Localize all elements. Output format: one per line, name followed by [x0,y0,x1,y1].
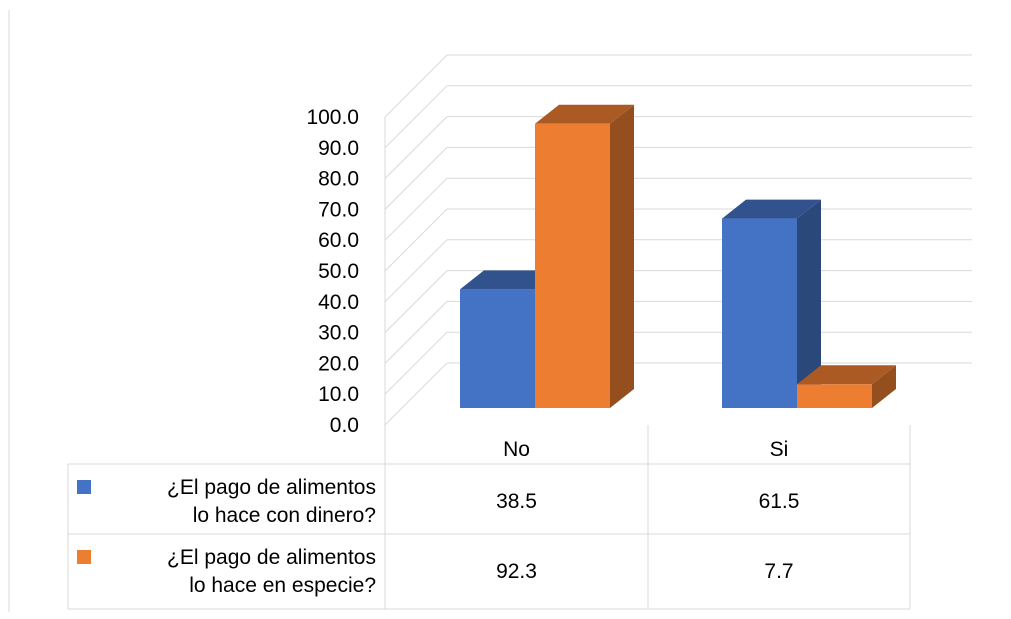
y-tick-label: 100.0 [306,106,359,129]
table-cell-value: 61.5 [759,490,800,513]
y-tick-label: 60.0 [318,229,359,252]
y-tick-label: 30.0 [318,322,359,345]
gridline-depth [384,301,448,364]
table-cell-value: 38.5 [496,490,537,513]
table-cell-value: 7.7 [764,560,793,583]
gridline-depth [384,208,448,272]
y-tick-label: 20.0 [318,352,359,375]
y-tick-label: 80.0 [318,168,359,191]
bars [460,104,896,408]
legend-label: lo hace en especie? [189,574,376,597]
gridline-depth [384,177,448,241]
table-cell-value: 92.3 [496,560,537,583]
bar [535,104,634,408]
gridline-depth [384,147,448,210]
gridlines [384,54,972,426]
gridline-depth [384,54,448,118]
y-tick-label: 10.0 [318,383,359,406]
y-tick-label: 50.0 [318,260,359,283]
category-label: No [503,438,530,461]
y-tick-label: 0.0 [330,414,359,437]
category-label: Si [770,438,789,461]
legend-label: lo hace con dinero? [193,504,376,527]
gridline-depth [384,270,448,333]
bar [722,199,821,408]
legend-label: ¿El pago de alimentos [167,476,376,499]
y-tick-label: 90.0 [318,137,359,160]
gridline-depth [384,116,448,179]
gridline-depth [384,239,448,303]
gridline-depth [384,362,448,426]
bar [797,365,896,408]
y-tick-label: 70.0 [318,198,359,221]
y-axis-ticks: 0.0 10.0 20.0 30.0 40.0 50.0 60.0 70.0 80.0 90.0 1… [306,106,359,437]
legend-swatch [77,480,91,494]
legend-swatch [77,550,91,564]
gridline-depth [384,331,448,395]
gridline-depth [384,85,448,149]
legend-label: ¿El pago de alimentos [167,546,376,569]
y-tick-label: 40.0 [318,291,359,314]
data-table: No Si ¿El pago de alimentos lo hace con din… [67,425,911,610]
